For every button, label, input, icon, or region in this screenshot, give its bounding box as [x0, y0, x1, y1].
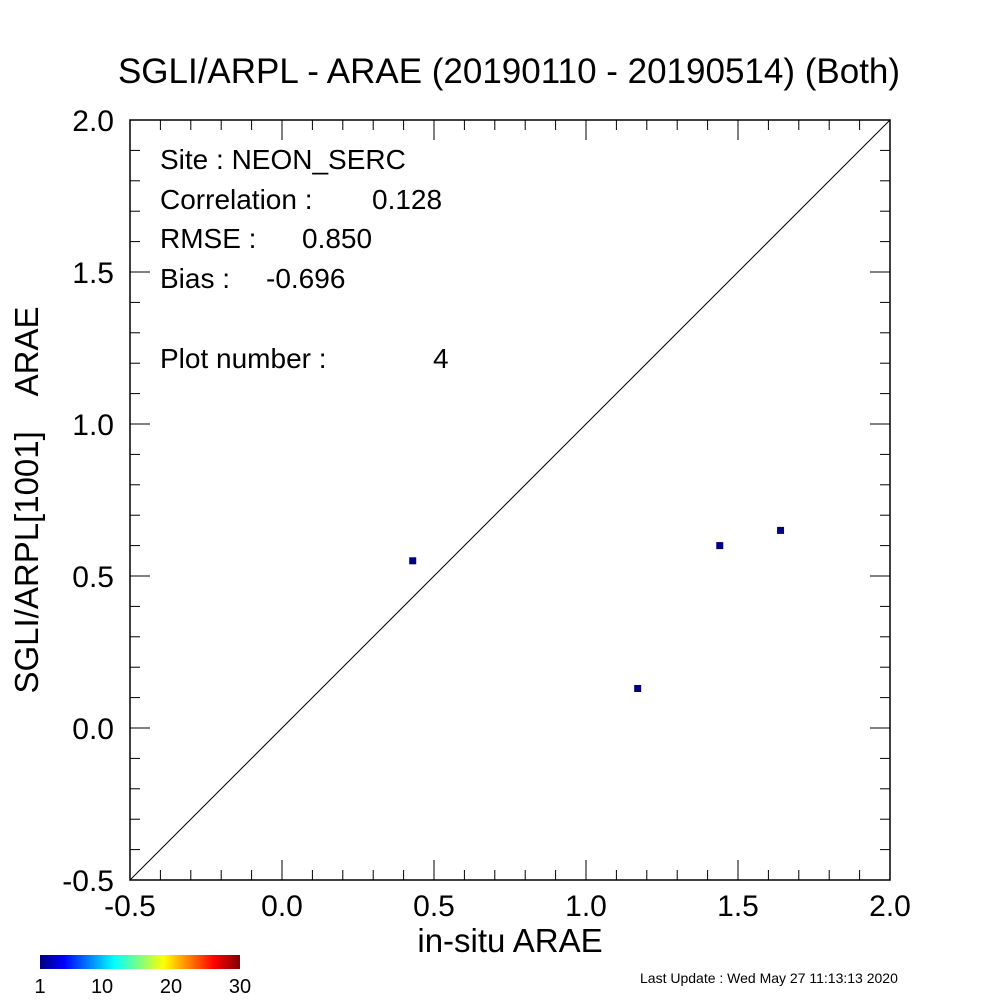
data-point [777, 526, 785, 534]
colorbar-label: 30 [228, 976, 252, 998]
data-point [716, 542, 724, 550]
x-tick-label: 2.0 [869, 890, 911, 923]
stat-plot-number-value: 4 [433, 343, 449, 374]
page-title: SGLI/ARPL - ARAE (20190110 - 20190514) (… [117, 52, 901, 91]
x-tick-label: 1.5 [717, 890, 759, 923]
data-points [409, 526, 785, 692]
colorbar-label: 20 [159, 976, 183, 998]
stats-block: Site : NEON_SERC Correlation : 0.128 RMS… [160, 144, 449, 374]
stat-plot-number-label: Plot number : [160, 343, 327, 374]
stat-correlation-value: 0.128 [372, 184, 442, 215]
stat-rmse-value: 0.850 [302, 223, 372, 254]
last-update-text: Last Update : Wed May 27 11:13:13 2020 [640, 970, 898, 986]
x-tick-label: -0.5 [104, 890, 156, 923]
y-tick-label: 1.5 [72, 257, 114, 290]
colorbar-label: 1 [34, 976, 46, 998]
y-tick-labels: -0.5 0.0 0.5 1.0 1.5 2.0 [62, 105, 114, 898]
stat-rmse-label: RMSE : [160, 223, 256, 254]
y-tick-label: 0.5 [72, 561, 114, 594]
y-tick-label: 0.0 [72, 713, 114, 746]
x-tick-labels: -0.5 0.0 0.5 1.0 1.5 2.0 [104, 890, 911, 923]
x-tick-label: 1.0 [565, 890, 607, 923]
stat-site: Site : NEON_SERC [160, 144, 406, 175]
colorbar-label: 10 [90, 976, 114, 998]
stat-correlation-label: Correlation : [160, 184, 313, 215]
plot-frame [129, 119, 891, 881]
x-tick-label: 0.5 [413, 890, 455, 923]
y-tick-label: 1.0 [72, 409, 114, 442]
stat-bias-value: -0.696 [266, 263, 345, 294]
data-point [634, 684, 642, 692]
y-axis-label: SGLI/ARPL[1001] ARAE [8, 306, 45, 693]
y-tick-label: 2.0 [72, 105, 114, 138]
x-tick-label: 0.0 [261, 890, 303, 923]
stat-bias-label: Bias : [160, 263, 230, 294]
tick-marks [129, 119, 891, 881]
data-point [409, 557, 417, 565]
y-tick-label: -0.5 [62, 865, 114, 898]
one-to-one-line [129, 119, 891, 881]
x-axis-label: in-situ ARAE [417, 922, 602, 959]
colorbar-gradient [40, 955, 240, 969]
